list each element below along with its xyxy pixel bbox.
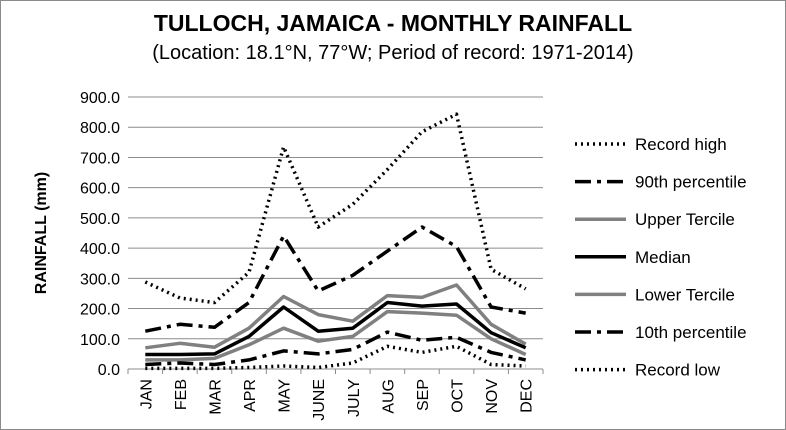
axes: 0.0 100.0 200.0 300.0 400.0 500.0 600.0 700.0 80… [80,90,544,421]
y-tick-label: 900.0 [80,90,120,107]
legend-label: Lower Tercile [635,285,735,304]
x-tick-label: SEP [415,379,432,411]
y-tick-label: 800.0 [80,120,120,137]
y-tick-label: 400.0 [80,241,120,258]
y-tick-label: 0.0 [98,362,120,379]
series-line-median [145,300,527,357]
x-tick-label: OCT [450,379,467,413]
legend-label: Upper Tercile [635,210,735,229]
x-tick-label: AUG [380,379,397,414]
series-line-10th-percentile [145,330,527,367]
y-tick-label: 600.0 [80,181,120,198]
series-line-90th-percentile [144,225,527,333]
x-tick-label: DEC [519,379,536,413]
gridlines [128,96,543,340]
legend-label: Record low [635,361,721,380]
legend-label: Record high [635,135,727,154]
legend-label: Median [635,248,691,267]
series-line-record-high [144,112,527,305]
series-line-lower-tercile [145,309,527,362]
x-tick-label: NOV [484,379,501,414]
y-tick-label: 700.0 [80,150,120,167]
series-lines [144,112,527,371]
legend-label: 10th percentile [635,323,747,342]
chart-subtitle: (Location: 18.1°N, 77°W; Period of recor… [152,42,634,64]
x-tick-label: JAN [138,379,155,409]
legend-label: 90th percentile [635,173,747,192]
y-tick-label: 100.0 [80,332,120,349]
x-tick-label: JULY [346,379,363,417]
y-tick-label: 300.0 [80,271,120,288]
series-line-upper-tercile [145,283,527,350]
x-tick-label: MAR [207,379,224,415]
x-tick-label: APR [242,379,259,412]
x-tick-label: JUNE [311,379,328,421]
x-tick-label: MAY [277,379,294,413]
x-tick-label: FEB [173,379,190,410]
legend: Record high 90th percentile Upper Tercile M… [575,135,747,380]
chart-title: TULLOCH, JAMAICA - MONTHLY RAINFALL [153,10,633,36]
y-tick-label: 200.0 [80,302,120,319]
y-tick-label: 500.0 [80,211,120,228]
y-axis-label: RAINFALL (mm) [33,172,50,294]
